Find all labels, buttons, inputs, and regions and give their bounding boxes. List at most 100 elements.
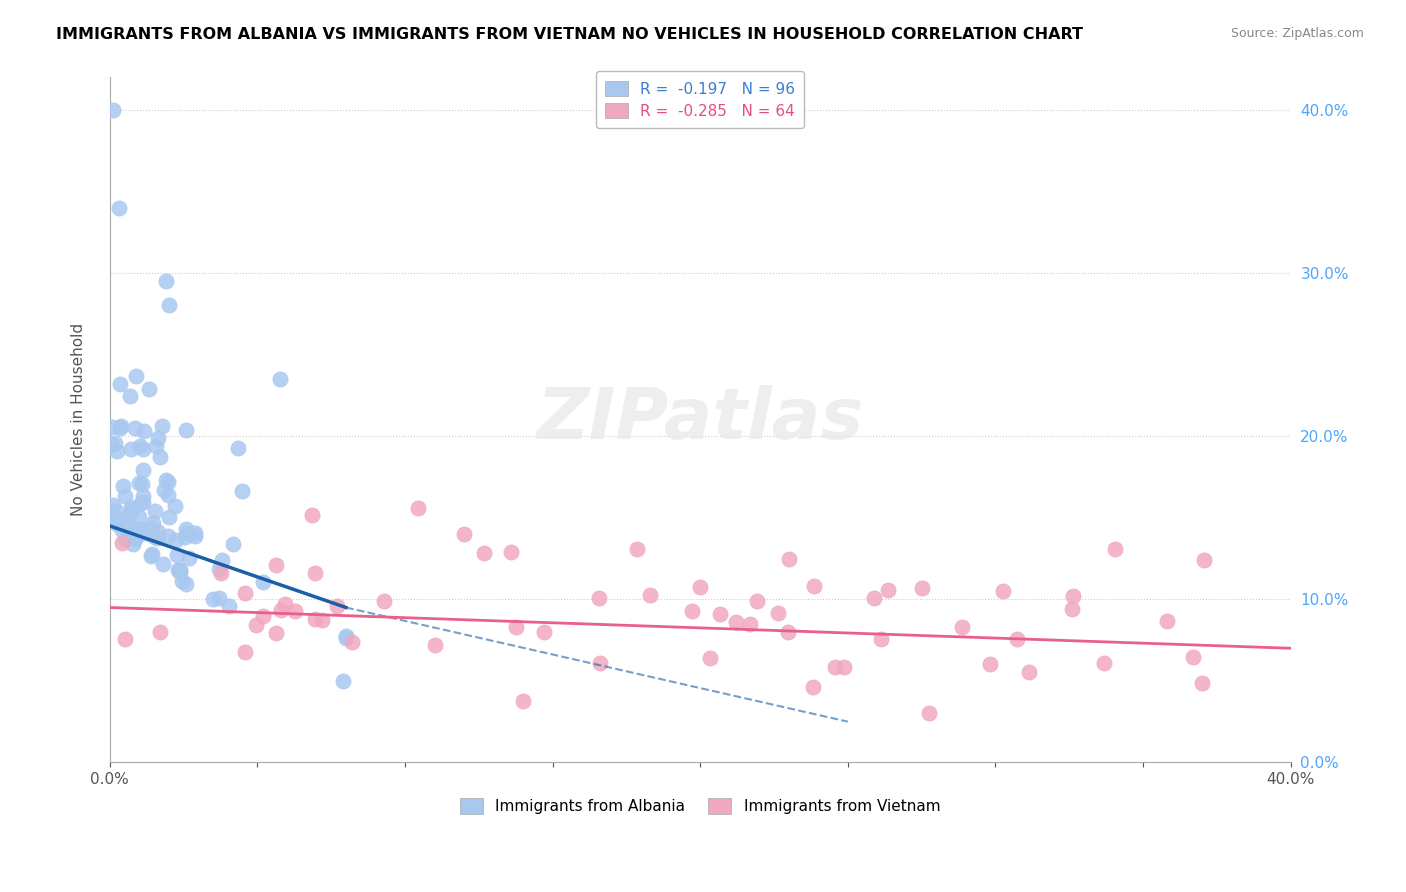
- Point: [950, 620, 973, 634]
- Point: [245, 618, 267, 632]
- Point: [141, 547, 163, 561]
- Point: [681, 604, 703, 618]
- Point: [152, 557, 174, 571]
- Point: [269, 372, 291, 386]
- Point: [1182, 650, 1205, 665]
- Point: [588, 591, 610, 606]
- Point: [273, 597, 295, 611]
- Point: [131, 489, 153, 503]
- Point: [139, 549, 162, 563]
- Point: [689, 580, 711, 594]
- Point: [766, 606, 789, 620]
- Point: [108, 421, 131, 435]
- Point: [121, 536, 143, 550]
- Point: [626, 541, 648, 556]
- Point: [499, 544, 522, 558]
- Point: [332, 674, 354, 689]
- Point: [111, 536, 134, 550]
- Point: [104, 504, 127, 518]
- Point: [233, 645, 256, 659]
- Point: [132, 495, 155, 509]
- Point: [724, 615, 747, 629]
- Point: [104, 436, 127, 450]
- Y-axis label: No Vehicles in Household: No Vehicles in Household: [72, 324, 86, 516]
- Point: [165, 499, 187, 513]
- Point: [157, 475, 180, 489]
- Point: [169, 565, 191, 579]
- Point: [877, 582, 900, 597]
- Point: [146, 431, 169, 445]
- Point: [801, 681, 824, 695]
- Point: [142, 516, 165, 530]
- Point: [111, 523, 134, 537]
- Point: [143, 530, 166, 544]
- Point: [145, 439, 167, 453]
- Point: [114, 632, 136, 646]
- Point: [114, 489, 136, 503]
- Point: [100, 437, 122, 451]
- Point: [979, 657, 1001, 672]
- Point: [131, 496, 153, 510]
- Point: [128, 475, 150, 490]
- Point: [824, 660, 846, 674]
- Point: [745, 593, 768, 607]
- Point: [218, 599, 240, 614]
- Point: [150, 418, 173, 433]
- Point: [169, 563, 191, 577]
- Point: [453, 527, 475, 541]
- Point: [174, 530, 197, 544]
- Point: [104, 511, 127, 525]
- Point: [252, 609, 274, 624]
- Text: Source: ZipAtlas.com: Source: ZipAtlas.com: [1230, 27, 1364, 40]
- Point: [1156, 614, 1178, 628]
- Point: [149, 450, 172, 465]
- Point: [128, 439, 150, 453]
- Point: [335, 632, 357, 646]
- Point: [131, 526, 153, 541]
- Point: [911, 581, 934, 595]
- Point: [991, 583, 1014, 598]
- Point: [139, 521, 162, 535]
- Point: [202, 592, 225, 607]
- Point: [226, 441, 249, 455]
- Point: [143, 504, 166, 518]
- Point: [1191, 675, 1213, 690]
- Point: [131, 477, 153, 491]
- Point: [373, 594, 395, 608]
- Point: [103, 498, 125, 512]
- Point: [709, 607, 731, 621]
- Point: [128, 510, 150, 524]
- Point: [107, 443, 129, 458]
- Point: [166, 548, 188, 562]
- Point: [778, 552, 800, 566]
- Point: [121, 530, 143, 544]
- Point: [108, 376, 131, 391]
- Point: [211, 553, 233, 567]
- Point: [1060, 602, 1083, 616]
- Point: [870, 632, 893, 646]
- Point: [153, 483, 176, 497]
- Point: [533, 624, 555, 639]
- Point: [132, 424, 155, 438]
- Point: [146, 525, 169, 540]
- Point: [208, 591, 231, 605]
- Point: [512, 694, 534, 708]
- Point: [252, 574, 274, 589]
- Point: [406, 501, 429, 516]
- Point: [1104, 542, 1126, 557]
- Point: [124, 532, 146, 546]
- Point: [169, 564, 191, 578]
- Point: [803, 579, 825, 593]
- Point: [114, 519, 136, 533]
- Point: [638, 588, 661, 602]
- Point: [176, 525, 198, 540]
- Point: [115, 533, 138, 547]
- Point: [165, 533, 187, 548]
- Point: [146, 531, 169, 545]
- Point: [120, 442, 142, 457]
- Point: [120, 389, 142, 403]
- Point: [589, 656, 612, 670]
- Point: [1018, 665, 1040, 680]
- Point: [184, 529, 207, 543]
- Point: [156, 488, 179, 502]
